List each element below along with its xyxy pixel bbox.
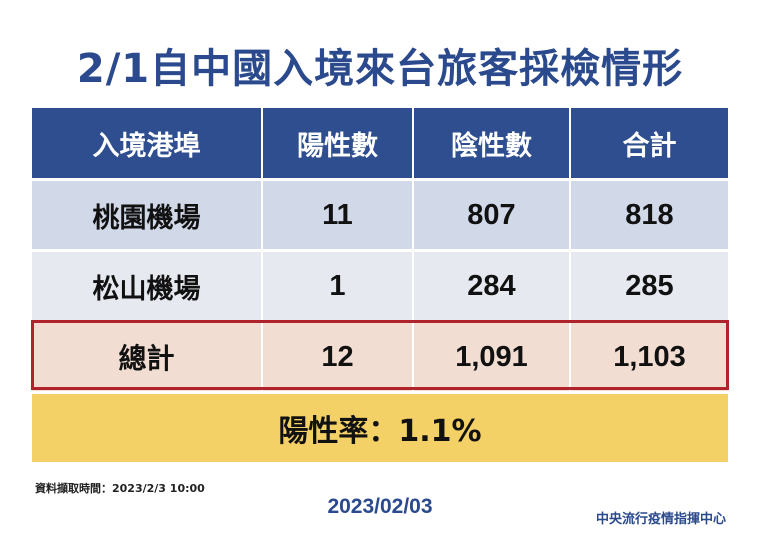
row-positive: 1 xyxy=(263,252,412,320)
row-total: 818 xyxy=(571,181,728,249)
data-timestamp-note: 資料擷取時間：2023/2/3 10:00 xyxy=(35,482,205,495)
header-negative: 陰性數 xyxy=(414,108,569,178)
header-total: 合計 xyxy=(571,108,728,178)
row-total: 285 xyxy=(571,252,728,320)
header-positive: 陽性數 xyxy=(263,108,412,178)
positivity-rate-banner: 陽性率：1.1% xyxy=(32,394,728,462)
page-title: 2/1自中國入境來台旅客採檢情形 xyxy=(76,46,684,92)
row-port: 桃園機場 xyxy=(32,181,261,249)
total-sum: 1,103 xyxy=(571,323,728,391)
row-port: 松山機場 xyxy=(32,252,261,320)
row-positive: 11 xyxy=(263,181,412,249)
inspection-table: 入境港埠 陽性數 陰性數 合計 桃園機場 11 807 818 松山機場 1 2… xyxy=(32,108,728,391)
header-port: 入境港埠 xyxy=(32,108,261,178)
positivity-rate-text: 陽性率：1.1% xyxy=(278,414,482,449)
row-negative: 284 xyxy=(414,252,569,320)
row-negative: 807 xyxy=(414,181,569,249)
total-label: 總計 xyxy=(32,323,261,391)
publication-date: 2023/02/03 xyxy=(327,495,433,518)
total-positive: 12 xyxy=(263,323,412,391)
total-negative: 1,091 xyxy=(414,323,569,391)
organization-name: 中央流行疫情指揮中心 xyxy=(595,512,726,527)
